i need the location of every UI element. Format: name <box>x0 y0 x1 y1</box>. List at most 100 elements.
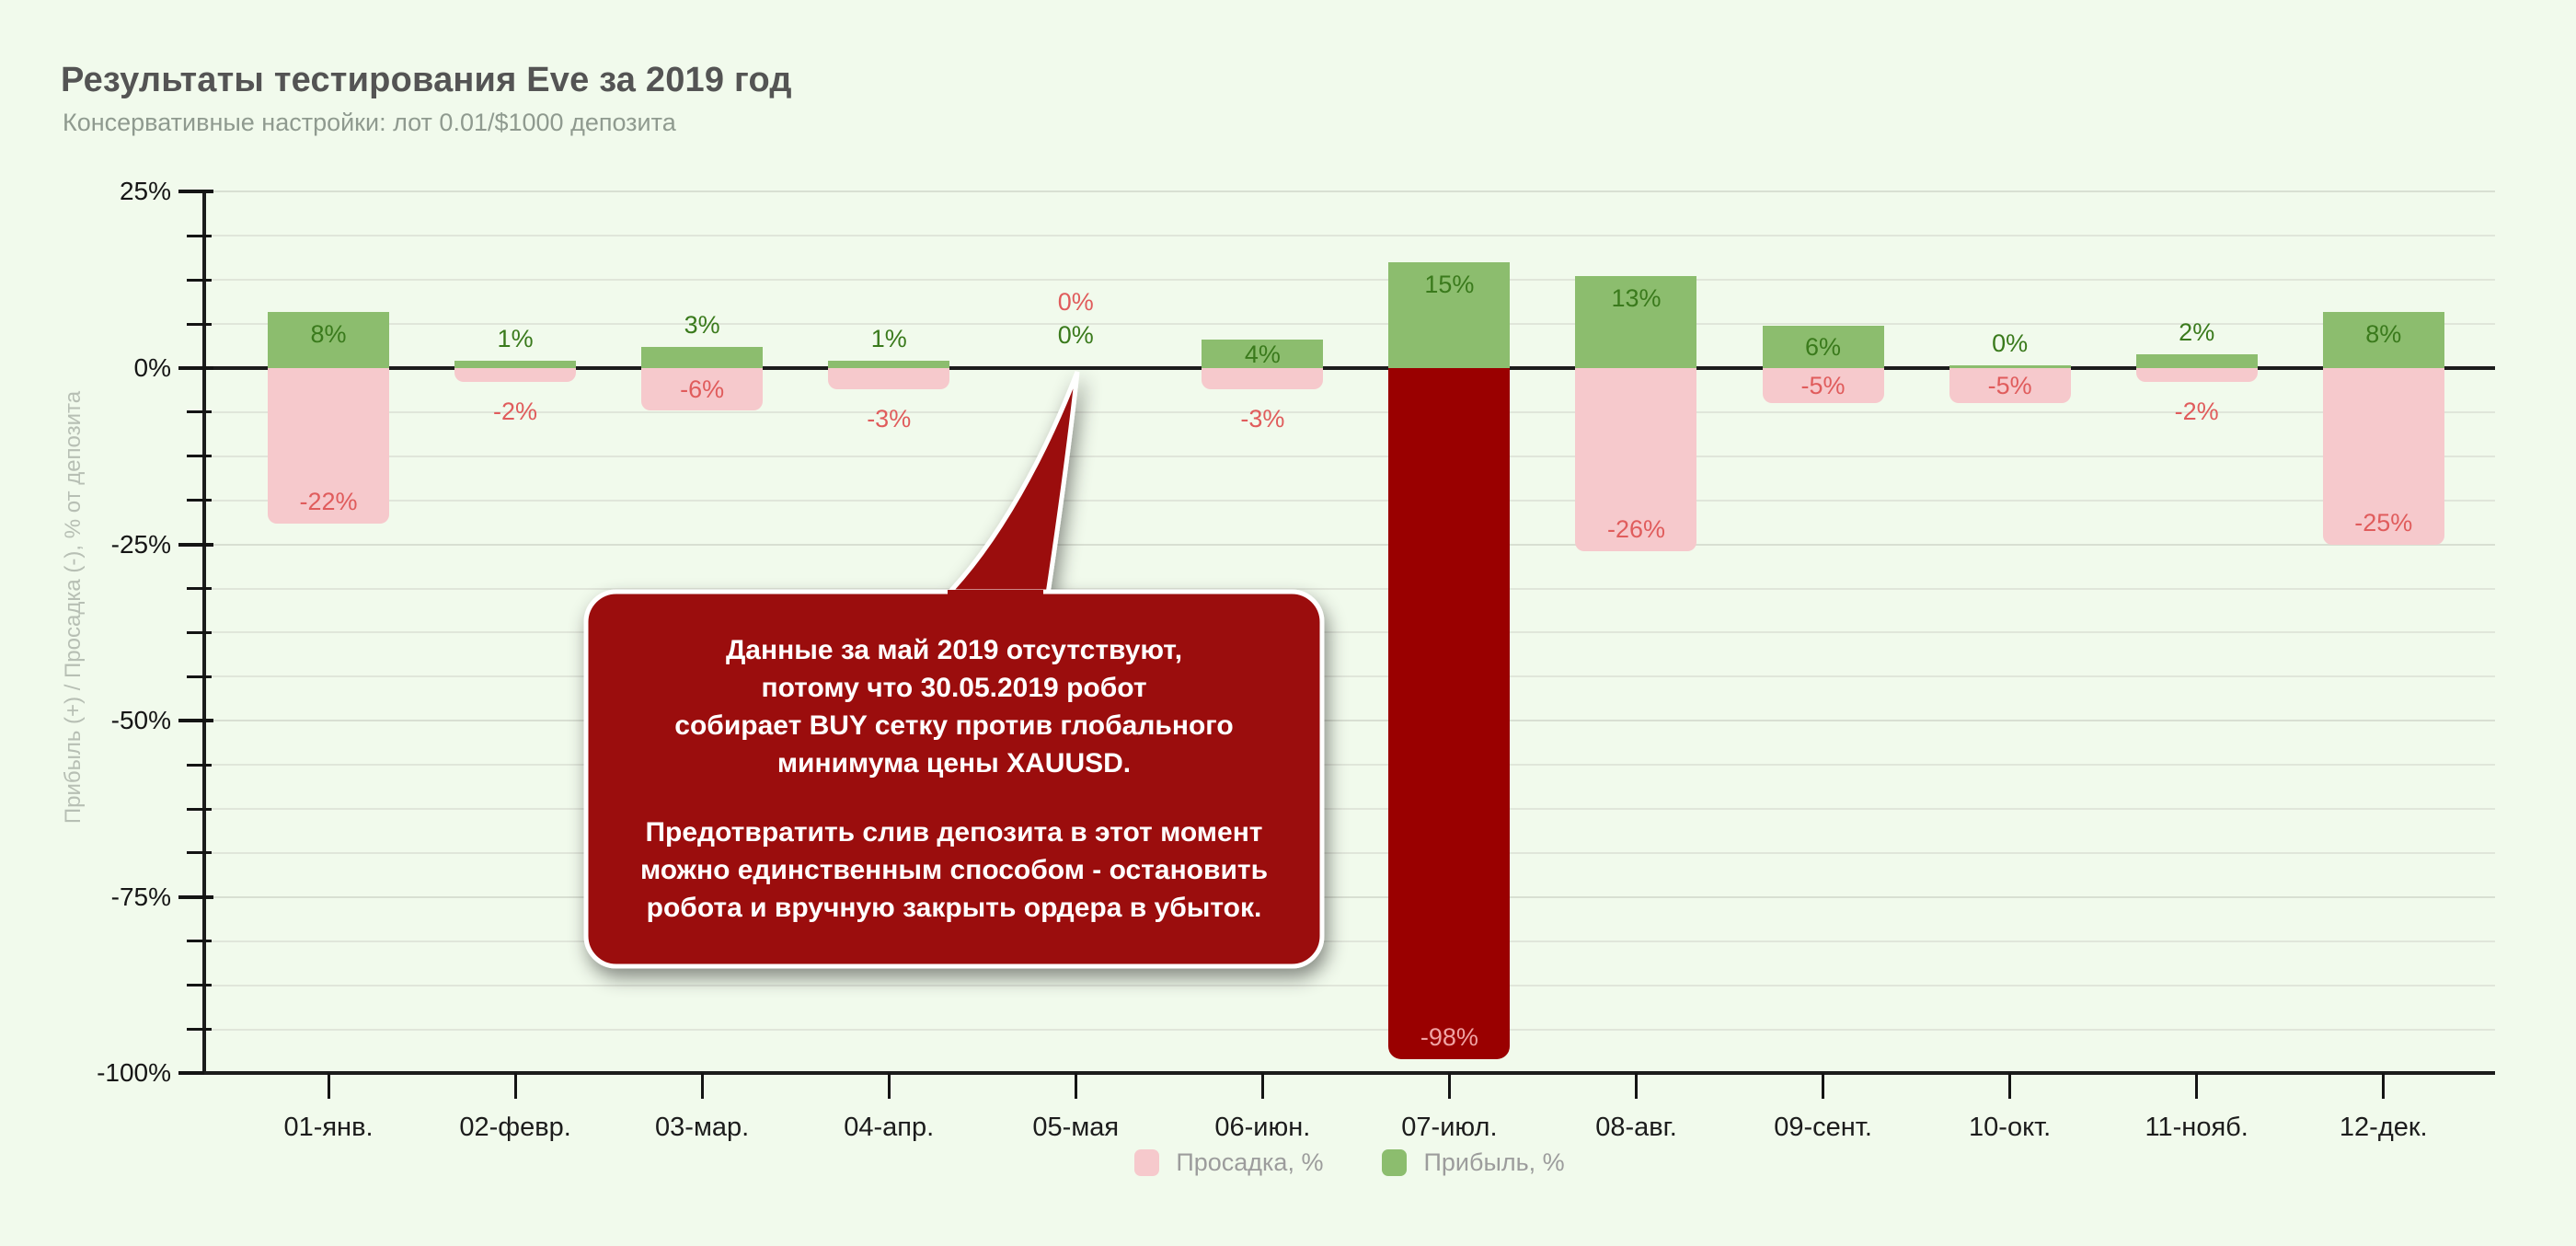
month-label: 10-окт. <box>1969 1113 2052 1142</box>
profit-bar <box>828 361 950 368</box>
zero-line <box>204 366 2495 370</box>
month-label: 01-янв. <box>283 1113 374 1142</box>
month-label: 06-июн. <box>1214 1113 1311 1142</box>
month-label: 02-февр. <box>459 1113 571 1142</box>
month-label: 12-дек. <box>2339 1113 2428 1142</box>
profit-value-label: 1% <box>497 325 534 353</box>
gridline <box>204 279 2495 282</box>
gridline <box>204 675 2495 678</box>
legend: Просадка, % Прибыль, % <box>204 1148 2495 1177</box>
y-minor-tick <box>187 940 212 943</box>
y-minor-tick <box>187 499 212 502</box>
profit-bar <box>1949 365 2071 368</box>
gridline <box>204 720 2495 722</box>
gridline <box>204 851 2495 854</box>
x-tick <box>700 1073 704 1099</box>
gridline <box>204 764 2495 767</box>
profit-bar <box>1202 340 1324 368</box>
month-label: 03-мар. <box>655 1113 750 1142</box>
drawdown-bar <box>1202 368 1324 389</box>
gridline <box>204 499 2495 502</box>
drawdown-bar <box>2135 368 2258 383</box>
drawdown-value-label: 0% <box>1057 288 1094 316</box>
month-label: 11-нояб. <box>2145 1113 2248 1142</box>
x-tick <box>513 1073 517 1099</box>
y-tick-label: -75% <box>110 882 171 911</box>
profit-value-label: 4% <box>1244 340 1281 368</box>
drawdown-bar <box>1388 368 1511 1060</box>
drawdown-value-label: -2% <box>493 398 538 426</box>
profit-value-label: 6% <box>1805 333 1842 361</box>
callout-text: Данные за май 2019 отсутствуют, потому ч… <box>586 592 1322 966</box>
drawdown-bar <box>1575 368 1697 552</box>
legend-label-drawdown: Просадка, % <box>1176 1148 1324 1176</box>
y-tick-label: -25% <box>110 529 171 559</box>
drawdown-swatch <box>1134 1149 1160 1176</box>
gridline <box>204 940 2495 942</box>
gridline <box>204 543 2495 546</box>
gridline <box>204 631 2495 634</box>
drawdown-value-label: -26% <box>1606 515 1665 544</box>
drawdown-value-label: -5% <box>1800 372 1846 400</box>
drawdown-value-label: -98% <box>1420 1023 1478 1052</box>
legend-item-drawdown: Просадка, % <box>1134 1148 1323 1177</box>
gridline <box>204 984 2495 986</box>
gridline <box>204 323 2495 326</box>
x-tick <box>2008 1073 2012 1099</box>
y-minor-tick <box>187 278 212 282</box>
y-minor-tick <box>187 455 212 458</box>
profit-bar <box>641 347 764 368</box>
profit-bar <box>2135 353 2258 368</box>
profit-bar <box>1575 276 1697 368</box>
y-minor-tick <box>187 234 212 237</box>
profit-bar <box>1762 326 1884 368</box>
drawdown-bar <box>268 368 389 524</box>
month-label: 08-авг. <box>1595 1113 1677 1142</box>
y-major-tick <box>178 894 213 899</box>
y-major-tick <box>178 542 213 547</box>
y-minor-tick <box>187 851 212 855</box>
profit-value-label: 13% <box>1611 284 1662 313</box>
month-label: 04-апр. <box>844 1113 935 1142</box>
gridline <box>204 808 2495 810</box>
drawdown-bar <box>641 368 764 410</box>
gridline <box>204 455 2495 457</box>
callout-paragraph-1: Данные за май 2019 отсутствуют, потому ч… <box>674 635 1234 779</box>
chart-subtitle: Консервативные настройки: лот 0.01/$1000… <box>63 109 676 136</box>
drawdown-bar <box>828 368 950 389</box>
drawdown-bar <box>1949 368 2071 404</box>
profit-value-label: 1% <box>870 325 907 353</box>
month-label: 05-мая <box>1032 1113 1120 1142</box>
y-tick-label: -100% <box>97 1058 171 1088</box>
profit-bar <box>1388 262 1511 368</box>
y-major-tick <box>178 719 213 723</box>
gridline <box>204 895 2495 898</box>
profit-value-label: 0% <box>1992 329 2029 357</box>
profit-value-label: 8% <box>2365 319 2402 348</box>
drawdown-value-label: -2% <box>2174 398 2219 426</box>
gridline <box>204 1028 2495 1031</box>
x-tick <box>1447 1073 1451 1099</box>
y-minor-tick <box>187 322 212 326</box>
x-tick <box>2195 1073 2199 1099</box>
drawdown-value-label: -25% <box>2354 508 2413 536</box>
drawdown-value-label: -3% <box>867 404 912 433</box>
profit-swatch <box>1382 1149 1408 1176</box>
drawdown-bar <box>454 368 577 383</box>
y-minor-tick <box>187 587 212 590</box>
profit-value-label: 3% <box>684 311 720 339</box>
x-tick <box>1822 1073 1825 1099</box>
x-tick <box>2382 1073 2386 1099</box>
x-tick <box>327 1073 330 1099</box>
x-tick <box>1260 1073 1264 1099</box>
profit-value-label: 8% <box>310 319 347 348</box>
month-label: 09-сент. <box>1774 1113 1872 1142</box>
y-minor-tick <box>187 1028 212 1031</box>
y-minor-tick <box>187 675 212 678</box>
legend-item-profit: Прибыль, % <box>1382 1148 1565 1177</box>
y-tick-label: 0% <box>133 353 171 382</box>
gridline <box>204 587 2495 590</box>
drawdown-bar <box>1762 368 1884 404</box>
